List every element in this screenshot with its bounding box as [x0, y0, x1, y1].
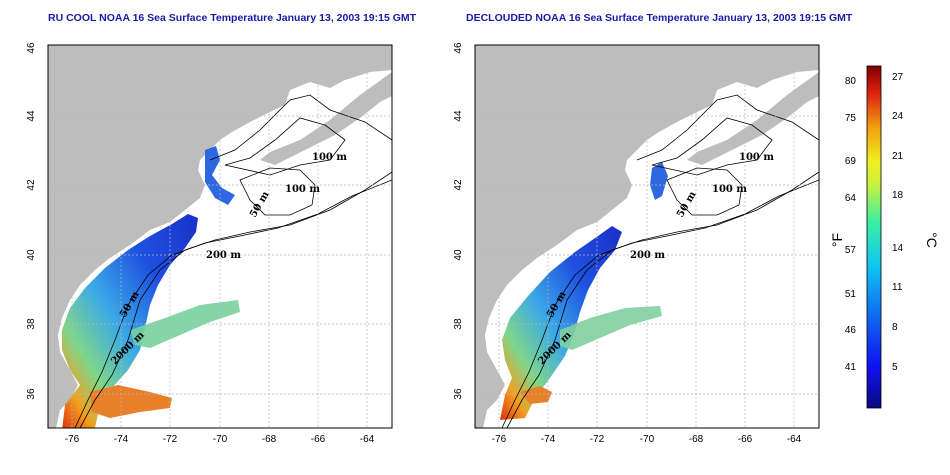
sst-shelf-water	[500, 226, 622, 420]
right-lon-axis: -76 -74 -72 -70 -68 -66 -64	[492, 434, 802, 445]
lon-tick-label: -76	[492, 434, 507, 445]
fahrenheit-tick-label: 75	[845, 113, 857, 124]
celsius-unit-label: °C	[924, 232, 940, 248]
sst-offshore-patches	[560, 306, 662, 350]
nova-scotia	[687, 72, 819, 165]
sst-shelf-water	[62, 214, 198, 428]
lat-tick-label: 46	[453, 42, 464, 54]
left-lon-axis: -76 -74 -72 -70 -68 -66 -64	[65, 434, 375, 445]
celsius-tick-label: 11	[892, 282, 903, 293]
lon-tick-label: -68	[689, 434, 704, 445]
lat-tick-label: 42	[26, 179, 37, 191]
celsius-tick-label: 18	[892, 190, 904, 201]
lon-tick-label: -68	[262, 434, 277, 445]
right-lat-axis: 36 38 40 42 44 46	[453, 42, 464, 400]
lon-tick-label: -66	[311, 434, 326, 445]
right-map-frame	[474, 44, 820, 429]
contour-label: 200 m	[206, 250, 241, 261]
lat-tick-label: 40	[26, 249, 37, 261]
lon-tick-label: -74	[114, 434, 129, 445]
land-mass	[48, 45, 392, 428]
lat-tick-label: 36	[26, 388, 37, 400]
right-map-title: DECLOUDED NOAA 16 Sea Surface Temperatur…	[466, 12, 853, 24]
lat-tick-label: 38	[26, 318, 37, 330]
lon-tick-label: -72	[590, 434, 605, 445]
lon-tick-label: -72	[163, 434, 178, 445]
left-map-frame	[47, 44, 393, 429]
lon-tick-label: -64	[787, 434, 802, 445]
celsius-tick-label: 8	[892, 322, 898, 333]
fahrenheit-tick-label: 46	[845, 325, 857, 336]
celsius-tick-label: 14	[892, 243, 904, 254]
sst-warm-patch	[90, 385, 172, 418]
celsius-ticks: 27 24 21 18 14 11 8 5	[892, 72, 904, 373]
lat-tick-label: 40	[453, 249, 464, 261]
temperature-colorbar: 80 75 69 64 57 51 46 41 27 24 21 18 14 1…	[829, 65, 940, 409]
fahrenheit-tick-label: 80	[845, 76, 857, 87]
lat-tick-label: 44	[453, 110, 464, 122]
contour-label: 100 m	[739, 152, 774, 163]
lat-tick-label: 44	[26, 110, 37, 122]
fahrenheit-tick-label: 64	[845, 193, 857, 204]
fahrenheit-tick-label: 57	[845, 245, 857, 256]
land-mass	[475, 45, 819, 428]
colorbar-gradient	[866, 65, 882, 409]
sst-cool-patch	[650, 162, 668, 200]
fahrenheit-tick-label: 69	[845, 156, 857, 167]
fahrenheit-tick-label: 51	[845, 289, 857, 300]
fahrenheit-tick-label: 41	[845, 362, 857, 373]
lat-tick-label: 42	[453, 179, 464, 191]
celsius-tick-label: 27	[892, 72, 904, 83]
contour-label: 200 m	[630, 250, 665, 261]
celsius-tick-label: 21	[892, 151, 904, 162]
left-map-title: RU COOL NOAA 16 Sea Surface Temperature …	[48, 12, 417, 24]
lon-tick-label: -74	[541, 434, 556, 445]
contour-label: 100 m	[285, 184, 320, 195]
celsius-tick-label: 24	[892, 111, 904, 122]
graticule	[475, 45, 819, 428]
celsius-tick-label: 5	[892, 362, 898, 373]
lon-tick-label: -70	[213, 434, 228, 445]
contour-label: 100 m	[712, 184, 747, 195]
graticule	[48, 45, 392, 428]
lat-tick-label: 36	[453, 388, 464, 400]
lon-tick-label: -64	[360, 434, 375, 445]
fahrenheit-ticks: 80 75 69 64 57 51 46 41	[845, 76, 857, 373]
lat-tick-label: 38	[453, 318, 464, 330]
lon-tick-label: -66	[738, 434, 753, 445]
left-lat-axis: 36 38 40 42 44 46	[26, 42, 37, 400]
lat-tick-label: 46	[26, 42, 37, 54]
sst-cool-patch	[205, 146, 235, 205]
fahrenheit-unit-label: °F	[829, 233, 845, 247]
lon-tick-label: -76	[65, 434, 80, 445]
contour-label: 100 m	[312, 152, 347, 163]
left-sst-map: 100 m 100 m 50 m 200 m 50 m 2000 m -76 -…	[26, 42, 393, 445]
right-sst-map: 100 m 100 m 50 m 200 m 50 m 2000 m -76 -…	[453, 42, 820, 445]
lon-tick-label: -70	[640, 434, 655, 445]
nova-scotia	[260, 72, 392, 165]
